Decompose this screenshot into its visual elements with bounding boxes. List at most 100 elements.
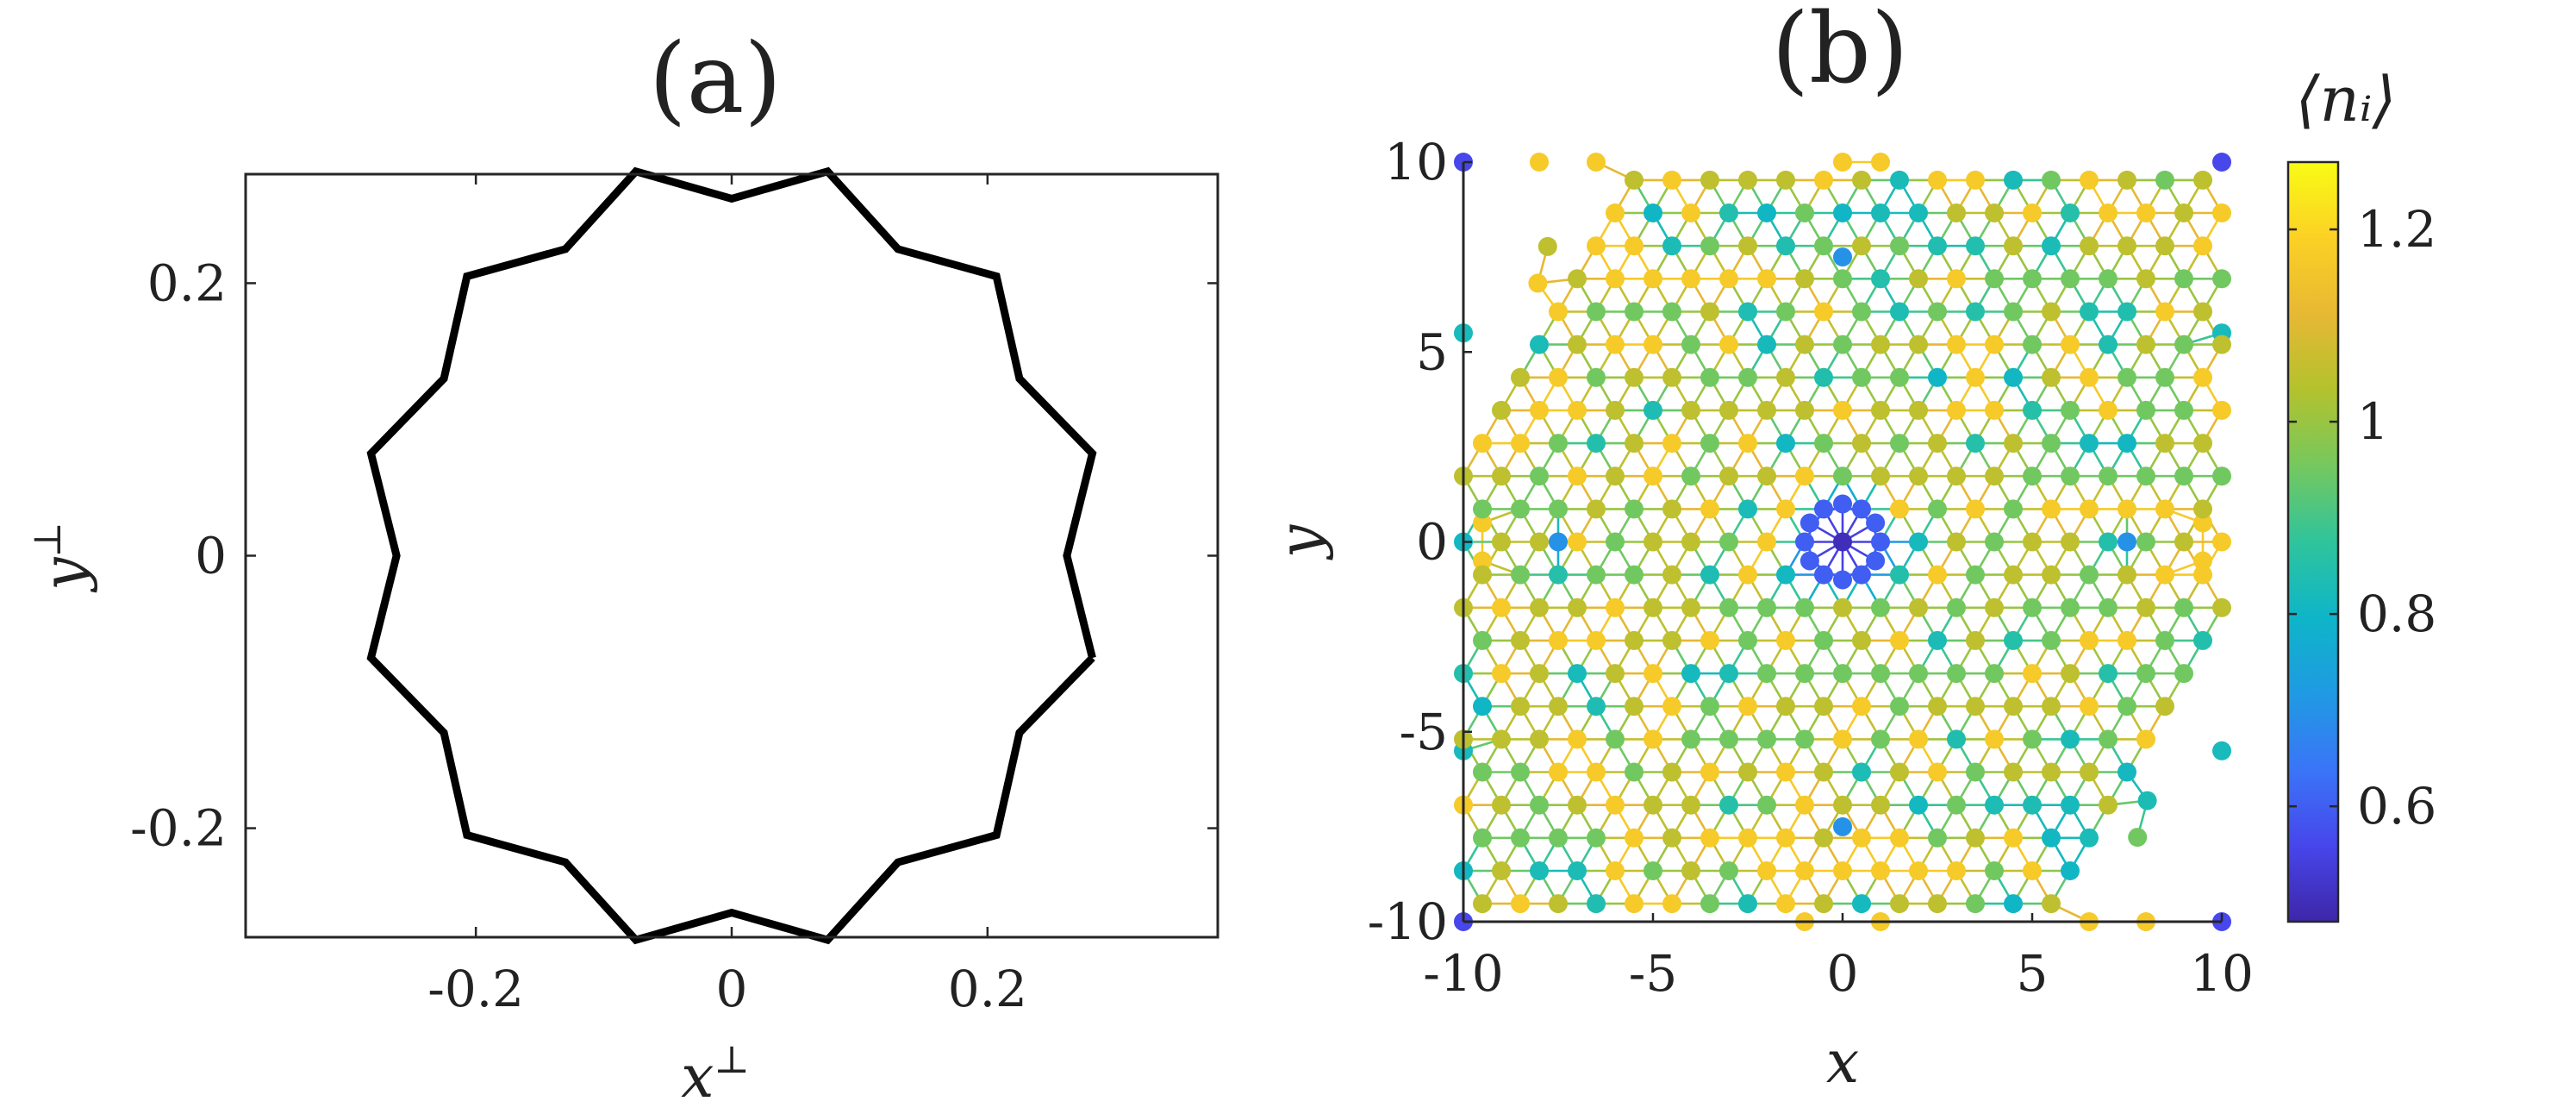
lattice-site bbox=[2080, 302, 2099, 322]
lattice-site bbox=[1700, 630, 1719, 650]
lattice-site bbox=[1890, 367, 1909, 387]
lattice-site bbox=[1833, 729, 1852, 749]
colorbar-ticks: 0.6 0.8 1 1.2 bbox=[2288, 200, 2436, 835]
lattice-site bbox=[1833, 532, 1852, 552]
lattice-site bbox=[1587, 367, 1606, 387]
lattice-site bbox=[2155, 499, 2174, 519]
lattice-site bbox=[1549, 367, 1568, 387]
lattice-site bbox=[1795, 400, 1814, 420]
lattice-site bbox=[2193, 513, 2212, 533]
colorbar bbox=[2286, 160, 2340, 923]
lattice-site bbox=[1814, 894, 1833, 914]
lattice-site bbox=[1587, 434, 1606, 454]
lattice-site bbox=[1799, 551, 1819, 571]
lattice-site bbox=[1719, 664, 1738, 684]
lattice-site bbox=[1738, 894, 1757, 914]
lattice-site bbox=[1852, 565, 1871, 585]
lattice-site bbox=[1852, 236, 1871, 256]
lattice-site bbox=[2137, 791, 2157, 810]
lattice-site bbox=[1587, 762, 1606, 782]
colorbar-tick-label: 0.6 bbox=[2357, 777, 2436, 835]
lattice-site bbox=[1909, 335, 1928, 354]
lattice-site bbox=[1866, 513, 1886, 533]
lattice-site bbox=[1473, 697, 1492, 716]
lattice-site bbox=[1776, 762, 1795, 782]
colorbar-tick-label: 1.2 bbox=[2357, 200, 2436, 259]
lattice-site bbox=[1625, 894, 1644, 914]
lattice-site bbox=[1719, 466, 1738, 486]
panel-b-yticks: -10 -5 0 5 10 bbox=[1368, 133, 1472, 951]
lattice-site bbox=[1833, 335, 1852, 354]
lattice-site bbox=[1852, 828, 1871, 848]
panel-b: (b) -10 -5 0 5 10 -10 -5 0 5 10 x y 0.6 0.8 1 1.2 ⟨… bbox=[1267, 0, 2436, 1097]
lattice-site bbox=[1719, 203, 1738, 222]
lattice-site bbox=[2099, 598, 2118, 617]
lattice-site bbox=[1890, 565, 1909, 585]
lattice-site bbox=[1852, 499, 1871, 519]
lattice-site bbox=[1833, 269, 1852, 289]
lattice-site bbox=[1537, 236, 1557, 256]
lattice-site bbox=[2023, 861, 2042, 880]
lattice-site bbox=[1833, 494, 1852, 514]
lattice-site bbox=[1662, 434, 1681, 454]
lattice-site bbox=[1719, 729, 1738, 749]
lattice-site bbox=[1947, 664, 1966, 684]
lattice-site bbox=[1644, 664, 1662, 684]
lattice-site bbox=[1644, 400, 1662, 420]
lattice-site bbox=[2080, 499, 2099, 519]
lattice-site bbox=[1928, 894, 1947, 914]
lattice-site bbox=[1947, 466, 1966, 486]
lattice-site bbox=[1681, 664, 1700, 684]
lattice-site bbox=[1511, 630, 1530, 650]
lattice-site bbox=[1776, 499, 1795, 519]
lattice-site bbox=[1776, 565, 1795, 585]
lattice-site bbox=[1833, 466, 1852, 486]
lattice-site bbox=[1947, 598, 1966, 617]
lattice-site bbox=[2061, 466, 2080, 486]
lattice-site bbox=[1662, 565, 1681, 585]
panel-b-label: (b) bbox=[1771, 0, 1908, 105]
lattice-site bbox=[1814, 697, 1833, 716]
lattice-site bbox=[2023, 795, 2042, 815]
lattice-site bbox=[1568, 664, 1587, 684]
lattice-site bbox=[1549, 302, 1568, 322]
lattice-site bbox=[2080, 828, 2099, 848]
panel-a-ylabel-var: y bbox=[31, 556, 99, 593]
lattice-site bbox=[1700, 828, 1719, 848]
lattice-site bbox=[1890, 762, 1909, 782]
lattice-site bbox=[1928, 762, 1947, 782]
lattice-site bbox=[2061, 795, 2080, 815]
lattice-site bbox=[1928, 565, 1947, 585]
lattice-site bbox=[1909, 400, 1928, 420]
lattice-site bbox=[1719, 532, 1738, 552]
lattice-site bbox=[1871, 466, 1890, 486]
lattice-site bbox=[2080, 236, 2099, 256]
lattice-site bbox=[1799, 513, 1819, 533]
lattice-site bbox=[2004, 434, 2023, 454]
lattice-site bbox=[2136, 203, 2155, 222]
lattice-site bbox=[1549, 762, 1568, 782]
lattice-site bbox=[2212, 203, 2231, 222]
lattice-site bbox=[1568, 861, 1587, 880]
lattice-site bbox=[2193, 434, 2212, 454]
lattice-site bbox=[1871, 153, 1890, 172]
lattice-site bbox=[1473, 894, 1492, 914]
lattice-site bbox=[2099, 729, 2118, 749]
panel-b-ytick-label: -5 bbox=[1400, 703, 1449, 761]
lattice-site bbox=[1662, 367, 1681, 387]
lattice-site bbox=[1606, 664, 1625, 684]
lattice-site bbox=[1530, 335, 1549, 354]
lattice-site bbox=[2136, 335, 2155, 354]
lattice-site bbox=[1492, 400, 1511, 420]
lattice-site bbox=[2004, 236, 2023, 256]
lattice-site bbox=[1890, 894, 1909, 914]
lattice-site bbox=[1928, 367, 1947, 387]
lattice-site bbox=[1776, 697, 1795, 716]
lattice-site bbox=[1662, 894, 1681, 914]
lattice-site bbox=[1625, 630, 1644, 650]
panel-a-xlabel: x⊥ bbox=[681, 1038, 750, 1111]
lattice-site bbox=[2042, 302, 2061, 322]
lattice-site bbox=[1700, 367, 1719, 387]
lattice-site bbox=[2042, 236, 2061, 256]
lattice-site bbox=[1644, 203, 1662, 222]
